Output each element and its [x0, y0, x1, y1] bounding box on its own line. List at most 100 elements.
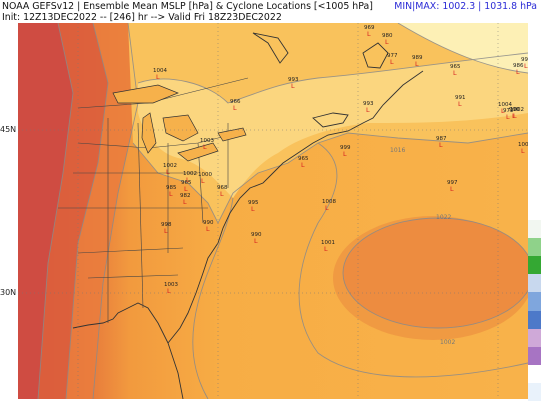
cyclone-low-symbol: L — [516, 68, 520, 76]
cyclone-low-symbol: L — [385, 38, 389, 46]
cyclone-low-symbol: L — [169, 190, 173, 198]
cyclone-pressure-label: 1004 — [498, 102, 512, 108]
cyclone-pressure-label: 990 — [251, 232, 262, 238]
colorbar-segment — [528, 256, 541, 275]
high-pressure-band-west — [18, 23, 73, 399]
cyclone-low-symbol: L — [415, 60, 419, 68]
cyclone-low-symbol: L — [513, 112, 517, 120]
colorbar-segment — [528, 328, 541, 348]
mslp-map: 1016 1022 1002 969L980L977L989L994L986L1… — [18, 23, 528, 399]
coastlines — [72, 32, 424, 399]
cyclone-low-symbol: L — [506, 113, 510, 121]
cyclone-low-symbol: L — [439, 141, 443, 149]
cyclone-low-symbol: L — [453, 69, 457, 77]
cyclone-low-symbol: L — [325, 204, 329, 212]
cyclone-pressure-label: 972 — [503, 108, 514, 114]
cyclone-pressure-label: 993 — [363, 101, 374, 107]
isobar-lines — [37, 23, 528, 399]
lat-lon-grid — [18, 23, 528, 399]
cyclone-pressure-label: 999 — [340, 145, 351, 151]
cyclone-low-symbol: L — [458, 100, 462, 108]
cyclone-low-symbol: L — [524, 62, 528, 70]
colorbar-segment — [528, 220, 541, 239]
map-title: NOAA GEFSv12 | Ensemble Mean MSLP [hPa] … — [2, 1, 373, 12]
cyclone-pressure-label: 1000 — [198, 172, 212, 178]
state-borders — [58, 77, 249, 323]
cyclone-low-symbol: L — [521, 147, 525, 155]
cyclone-low-symbol: L — [512, 112, 516, 120]
cyclone-low-symbol: L — [390, 58, 394, 66]
cyclone-low-symbol: L — [301, 161, 305, 169]
cyclone-low-symbol: L — [184, 185, 188, 193]
cyclone-low-symbol: L — [254, 237, 258, 245]
cyclone-pressure-label: 990 — [203, 220, 214, 226]
cyclone-low-symbol: L — [450, 185, 454, 193]
cyclone-pressure-label: 982 — [180, 193, 191, 199]
cyclone-marker: 994L — [521, 57, 528, 70]
cyclone-low-symbol: L — [220, 190, 224, 198]
cyclone-low-symbol: L — [366, 106, 370, 114]
cyclone-low-symbol: L — [156, 73, 160, 81]
map-subtitle: Init: 12Z13DEC2022 -- [246] hr --> Valid… — [2, 12, 282, 23]
cyclone-pressure-label: 989 — [412, 55, 423, 61]
cyclone-pressure-label: 997 — [447, 180, 458, 186]
cyclone-pressure-label: 991 — [455, 95, 466, 101]
cyclone-pressure-label: 1008 — [322, 199, 336, 205]
deep-low-northeast — [398, 23, 528, 73]
high-pressure-band-2 — [38, 23, 108, 399]
cyclone-markers: 969L980L977L989L994L986L1004L993L965L100… — [153, 25, 528, 295]
lat-label-45n: 45N — [0, 125, 17, 134]
min-max-readout: MIN|MAX: 1002.3 | 1031.8 hPa — [394, 1, 537, 12]
cyclone-pressure-label: 986 — [513, 63, 524, 69]
great-lakes — [112, 84, 247, 162]
cyclone-pressure-label: 1003 — [200, 138, 214, 144]
colorbar-segment — [528, 238, 541, 257]
cyclone-low-symbol: L — [324, 245, 328, 253]
colorbar-segment — [528, 346, 541, 366]
colorbar-segment — [528, 382, 541, 401]
cyclone-pressure-label: 1003 — [164, 282, 178, 288]
colorbar-segment — [528, 292, 541, 311]
cyclone-low-symbol: L — [183, 198, 187, 206]
low-pressure-core — [138, 53, 528, 198]
cyclone-low-symbol: L — [164, 227, 168, 235]
cyclone-low-symbol: L — [203, 143, 207, 151]
cyclone-pressure-label: 965 — [181, 180, 192, 186]
cyclone-pressure-label: 995 — [248, 200, 259, 206]
cyclone-low-symbol: L — [343, 150, 347, 158]
cyclone-pressure-label: 1004 — [153, 68, 167, 74]
colorbar — [528, 220, 541, 401]
cyclone-low-symbol: L — [167, 287, 171, 295]
cyclone-low-symbol: L — [206, 225, 210, 233]
cyclone-pressure-label: 966 — [230, 99, 241, 105]
isobar-labels: 1016 1022 1002 — [390, 147, 455, 346]
cyclone-pressure-label: 987 — [436, 136, 447, 142]
cyclone-low-symbol: L — [186, 176, 190, 184]
colorbar-segment — [528, 364, 541, 384]
map-panel: 1016 1022 1002 969L980L977L989L994L986L1… — [18, 23, 528, 399]
